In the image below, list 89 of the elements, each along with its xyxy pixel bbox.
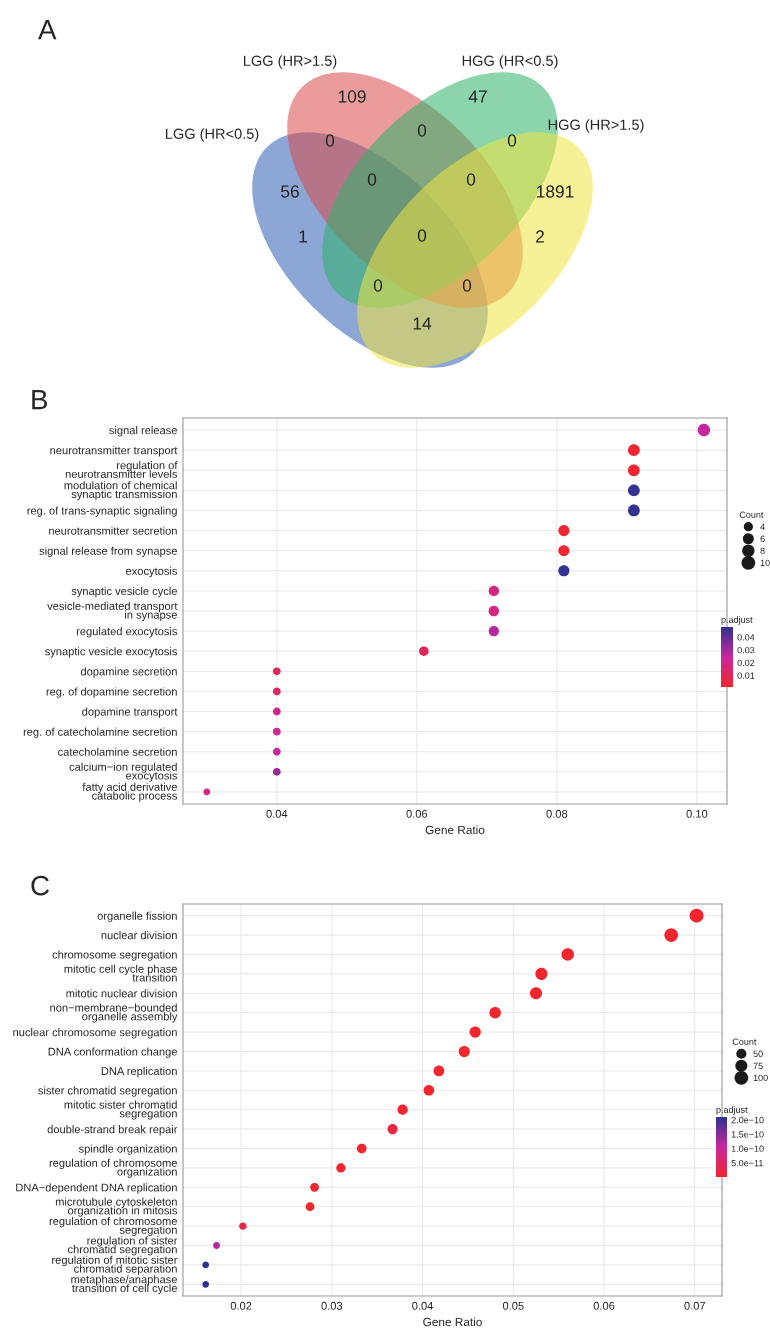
y-tick-label: nuclear division bbox=[101, 931, 177, 940]
text: LGG (HR>1.5) bbox=[243, 55, 337, 69]
legend-label: 75 bbox=[753, 1062, 763, 1069]
text: HGG (HR<0.5) bbox=[462, 55, 558, 69]
y-tick-label: reg. of dopamine secretion bbox=[46, 687, 177, 698]
x-tick-label: 0.04 bbox=[266, 809, 288, 818]
y-tick-label: nuclear chromosome segregation bbox=[13, 1028, 177, 1039]
y-tick-label: reg. of catecholamine secretion bbox=[23, 727, 177, 738]
color-bar-title: p.adjust bbox=[721, 616, 753, 625]
y-tick-label: regulation of neurotransmitter levels bbox=[65, 461, 178, 478]
y-tick-label: signal release bbox=[109, 426, 177, 437]
text: 1 bbox=[299, 230, 307, 243]
text: 0 bbox=[373, 279, 383, 292]
x-tick-label: 0.04 bbox=[412, 1301, 434, 1310]
legend-label: 100 bbox=[753, 1074, 768, 1082]
y-tick-label: chromosome segregation bbox=[52, 950, 177, 961]
text: 0 bbox=[417, 124, 427, 137]
text: 0 bbox=[507, 134, 517, 147]
y-tick-label: dopamine transport bbox=[82, 707, 178, 718]
color-bar-label: 0.02 bbox=[737, 659, 755, 667]
legend-label: 6 bbox=[760, 535, 765, 542]
color-bar-label: 0.04 bbox=[737, 634, 755, 641]
text: 0 bbox=[325, 134, 335, 147]
text: A bbox=[38, 20, 57, 40]
text: 0 bbox=[462, 279, 472, 292]
y-tick-label: mitotic sister chromatid segregation bbox=[64, 1100, 177, 1120]
text: 2 bbox=[536, 230, 544, 243]
text: 56 bbox=[281, 185, 299, 198]
text: 0 bbox=[367, 173, 377, 186]
y-tick-label: catecholamine secretion bbox=[58, 747, 177, 756]
y-tick-label: DNA conformation change bbox=[48, 1047, 177, 1058]
y-tick-label: DNA replication bbox=[101, 1066, 177, 1078]
legend-label: 50 bbox=[753, 1050, 763, 1057]
y-tick-label: neurotransmitter transport bbox=[50, 446, 178, 457]
legend-title: Count bbox=[739, 511, 764, 518]
text: 14 bbox=[413, 317, 432, 330]
color-bar-label: 0.03 bbox=[737, 646, 755, 654]
y-tick-label: fatty acid derivative catabolic process bbox=[82, 782, 178, 802]
y-tick-label: metaphase/anaphase transition of cell cycle bbox=[71, 1275, 177, 1295]
y-tick-label: dopamine secretion bbox=[80, 667, 177, 678]
color-bar-label: 1.0e−10 bbox=[731, 1145, 764, 1152]
y-tick-label: regulation of chromosome organization bbox=[49, 1158, 177, 1178]
y-tick-label: reg. of trans-synaptic signaling bbox=[27, 506, 177, 517]
x-tick-label: 0.06 bbox=[406, 809, 428, 818]
text: 1891 bbox=[537, 185, 574, 198]
x-tick-label: 0.07 bbox=[684, 1301, 706, 1310]
y-tick-label: mitotic cell cycle phase transition bbox=[64, 964, 177, 982]
y-tick-label: regulation of sister chromatid segregation bbox=[67, 1236, 178, 1256]
color-bar-title: p.adjust bbox=[716, 1106, 748, 1115]
chart-title: C bbox=[31, 875, 49, 896]
y-tick-label: synaptic vesicle exocytosis bbox=[44, 647, 178, 658]
x-tick-label: 0.03 bbox=[321, 1301, 343, 1310]
legend-title: Count bbox=[732, 1038, 757, 1045]
y-tick-label: DNA−dependent DNA replication bbox=[16, 1183, 177, 1194]
x-tick-label: 0.05 bbox=[502, 1301, 524, 1310]
y-tick-label: signal release from synapse bbox=[39, 546, 177, 558]
y-tick-label: double-strand break repair bbox=[47, 1125, 178, 1136]
y-tick-label: regulated exocytosis bbox=[76, 627, 178, 638]
x-tick-label: 0.08 bbox=[546, 809, 568, 818]
x-axis-title: Gene Ratio bbox=[423, 1317, 482, 1327]
chart-title: B bbox=[32, 390, 48, 410]
text: LGG (HR<0.5) bbox=[165, 128, 259, 142]
text: 47 bbox=[468, 90, 487, 103]
y-tick-label: mitotic nuclear division bbox=[66, 989, 177, 998]
y-tick-label: vesicle-mediated transport in synapse bbox=[47, 601, 178, 621]
y-tick-label: exocytosis bbox=[126, 566, 178, 578]
y-tick-label: spindle organization bbox=[78, 1144, 177, 1155]
y-tick-label: non−membrane−bounded organelle assembly bbox=[50, 1003, 178, 1023]
y-tick-label: neurotransmitter secretion bbox=[49, 526, 177, 535]
color-bar-label: 1.5e−10 bbox=[731, 1131, 764, 1138]
x-tick-label: 0.10 bbox=[686, 809, 708, 818]
legend-label: 10 bbox=[760, 559, 770, 567]
text: 0 bbox=[417, 229, 427, 242]
text: 109 bbox=[338, 90, 366, 103]
x-tick-label: 0.06 bbox=[593, 1301, 615, 1310]
text: 0 bbox=[466, 173, 476, 186]
legend-label: 8 bbox=[760, 547, 765, 555]
color-bar-label: 2.0e−10 bbox=[731, 1116, 764, 1124]
x-tick-label: 0.02 bbox=[230, 1301, 252, 1310]
color-bar-label: 0.01 bbox=[737, 672, 755, 679]
y-tick-label: organelle fission bbox=[97, 911, 177, 922]
legend-label: 4 bbox=[760, 523, 765, 530]
y-tick-label: calcium−ion regulated exocytosis bbox=[69, 762, 178, 782]
y-tick-label: modulation of chemical synaptic transmission bbox=[64, 481, 177, 501]
text: HGG (HR>1.5) bbox=[548, 119, 644, 133]
x-axis-title: Gene Ratio bbox=[425, 825, 485, 835]
color-bar-label: 5.0e−11 bbox=[731, 1159, 763, 1167]
y-tick-label: sister chromatid segregation bbox=[38, 1086, 177, 1097]
y-tick-label: synaptic vesicle cycle bbox=[71, 586, 177, 598]
